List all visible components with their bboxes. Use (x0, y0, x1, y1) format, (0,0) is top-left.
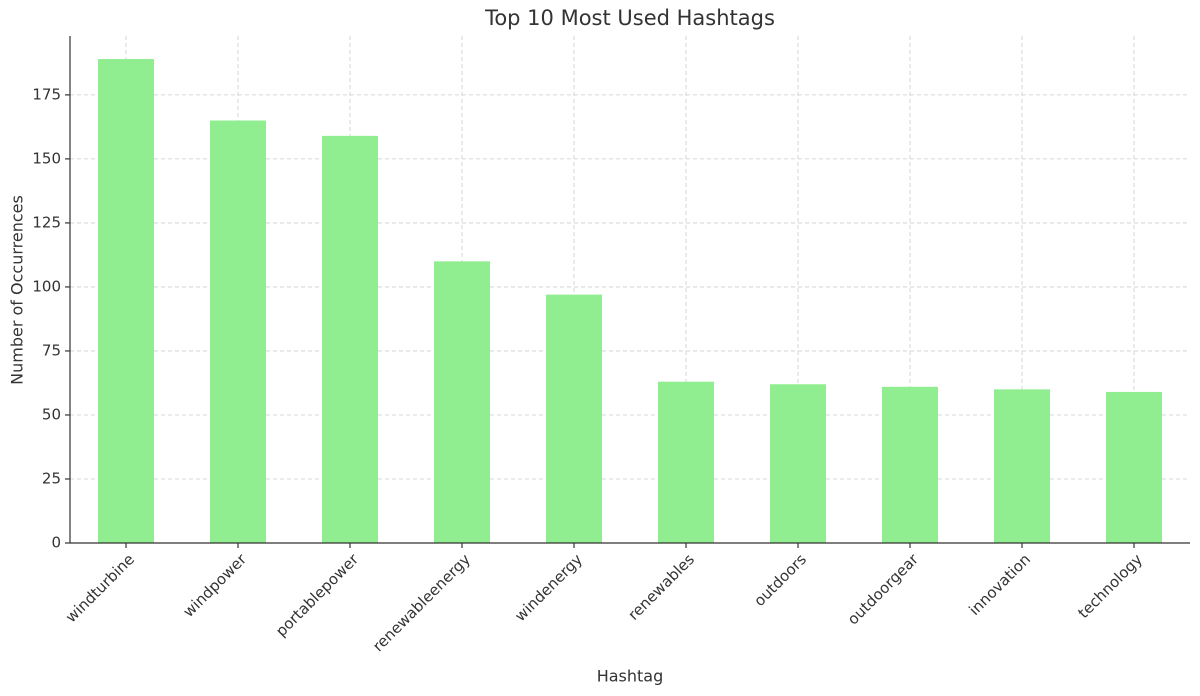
bar (770, 384, 826, 543)
y-tick-label: 0 (51, 534, 61, 552)
bar (994, 389, 1050, 543)
x-tick-label: renewableenergy (369, 550, 474, 655)
y-tick-label: 75 (42, 341, 61, 359)
y-axis-label: Number of Occurrences (8, 195, 27, 385)
bar (322, 135, 378, 543)
y-tick-label: 175 (32, 85, 61, 103)
x-tick-label: technology (1074, 550, 1146, 622)
x-tick-label: innovation (965, 550, 1034, 619)
chart-title: Top 10 Most Used Hashtags (484, 6, 775, 30)
y-tick-label: 150 (32, 149, 61, 167)
bar (546, 294, 602, 543)
x-tick-label: windenergy (511, 550, 586, 625)
bar (882, 386, 938, 543)
bar (98, 59, 154, 543)
x-tick-label: renewables (624, 550, 698, 624)
x-tick-label: windpower (179, 550, 250, 621)
x-tick-label: windturbine (62, 550, 138, 626)
x-tick-label: outdoors (750, 550, 810, 610)
y-tick-label: 50 (42, 405, 61, 423)
bar (434, 261, 490, 543)
y-tick-label: 125 (32, 213, 61, 231)
x-axis-label: Hashtag (597, 667, 664, 686)
x-tick-label: portablepower (272, 550, 363, 641)
x-tick-label: outdoorgear (844, 550, 923, 629)
bar (1106, 391, 1162, 543)
y-tick-label: 100 (32, 277, 61, 295)
y-tick-label: 25 (42, 469, 61, 487)
bar (658, 381, 714, 543)
bar (210, 120, 266, 543)
